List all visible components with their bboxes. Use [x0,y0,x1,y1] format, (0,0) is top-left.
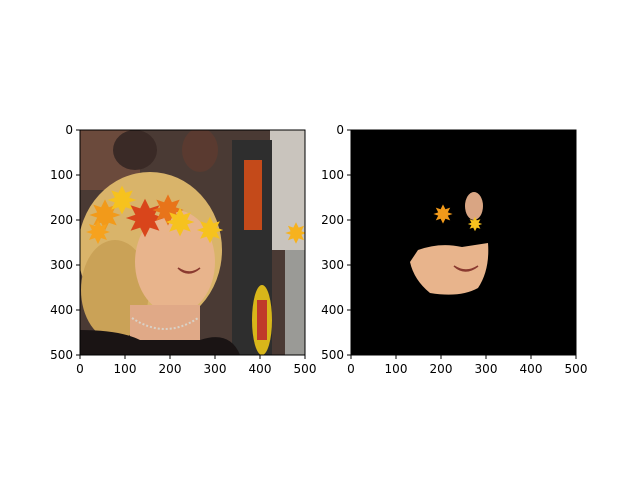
right-xtick-label: 300 [475,362,498,376]
right-ytick-label: 200 [321,213,344,227]
left-xtick-label: 300 [204,362,227,376]
right-xtick-label: 100 [385,362,408,376]
left-ytick-label: 100 [50,168,73,182]
right-ytick-label: 300 [321,258,344,272]
right-xtick-label: 500 [565,362,588,376]
left-xtick-label: 200 [159,362,182,376]
right-ytick-label: 0 [336,123,344,137]
left-xtick-label: 500 [294,362,317,376]
left-image [80,130,305,355]
left-axes-frame [79,129,306,356]
left-ytick-label: 500 [50,348,73,362]
right-axes-frame [350,129,577,356]
left-ytick-label: 400 [50,303,73,317]
left-xtick-label: 400 [249,362,272,376]
right-image [351,130,576,355]
left-xtick-label: 0 [76,362,84,376]
left-ytick-label: 0 [65,123,73,137]
left-xtick-label: 100 [114,362,137,376]
right-ytick-label: 500 [321,348,344,362]
left-ytick-label: 300 [50,258,73,272]
right-xtick-label: 200 [430,362,453,376]
left-ytick-label: 200 [50,213,73,227]
right-xtick-label: 400 [520,362,543,376]
right-ytick-label: 100 [321,168,344,182]
right-ytick-label: 400 [321,303,344,317]
right-xtick-label: 0 [347,362,355,376]
